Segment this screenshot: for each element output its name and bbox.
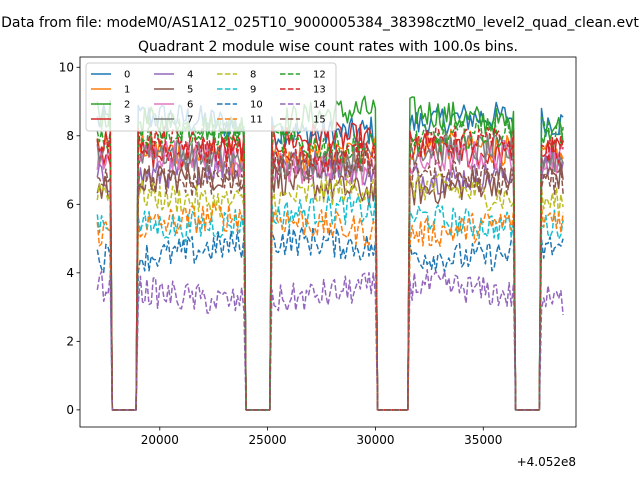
y-tick-label: 4 — [66, 266, 74, 280]
legend-label-2: 2 — [124, 100, 130, 111]
figure-suptitle: Data from file: modeM0/AS1A12_025T10_900… — [1, 15, 639, 31]
legend-label-12: 12 — [313, 70, 326, 81]
legend-label-8: 8 — [250, 70, 256, 81]
x-tick-label: 25000 — [249, 433, 287, 447]
legend-label-9: 9 — [250, 85, 256, 96]
y-tick-label: 10 — [59, 60, 74, 74]
legend-label-1: 1 — [124, 85, 130, 96]
series-layer — [96, 95, 564, 411]
legend-label-0: 0 — [124, 70, 130, 81]
legend-label-5: 5 — [187, 85, 193, 96]
chart-title: Quadrant 2 module wise count rates with … — [138, 39, 518, 55]
series-line-8 — [96, 170, 564, 411]
x-tick-label: 35000 — [464, 433, 502, 447]
legend-label-14: 14 — [313, 100, 326, 111]
legend-label-7: 7 — [187, 115, 193, 126]
x-offset-label: +4.052e8 — [517, 455, 576, 469]
y-tick-label: 0 — [66, 403, 74, 417]
series-line-11 — [96, 201, 564, 411]
legend-label-10: 10 — [250, 100, 263, 111]
y-tick-label: 6 — [66, 197, 74, 211]
plot-frame — [79, 56, 577, 428]
legend-label-13: 13 — [313, 85, 326, 96]
legend-label-6: 6 — [187, 100, 193, 111]
y-tick-label: 2 — [66, 334, 74, 348]
legend-label-3: 3 — [124, 115, 130, 126]
x-tick-label: 30000 — [356, 433, 394, 447]
legend-box — [85, 62, 337, 132]
series-line-10 — [96, 226, 564, 411]
x-tick-label: 20000 — [141, 433, 179, 447]
legend-label-15: 15 — [313, 115, 326, 126]
y-tick-label: 8 — [66, 129, 74, 143]
legend-label-4: 4 — [187, 70, 193, 81]
series-line-15 — [97, 150, 564, 411]
series-line-9 — [96, 193, 564, 411]
legend-label-11: 11 — [250, 115, 263, 126]
series-line-13 — [96, 125, 564, 411]
series-line-14 — [96, 269, 564, 411]
